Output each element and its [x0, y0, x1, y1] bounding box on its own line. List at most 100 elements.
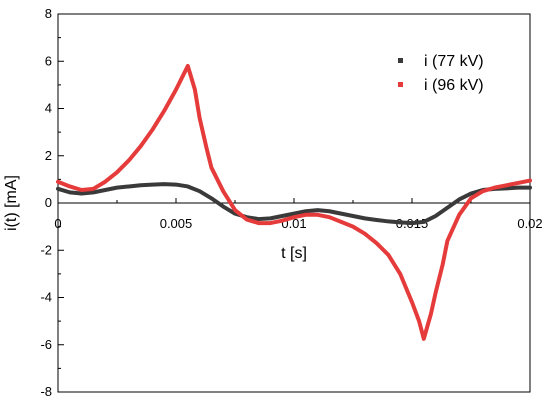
- series-0-point-19: [280, 214, 284, 218]
- series-1-point-5: [115, 170, 119, 174]
- legend-label-77kv: i (77 kV): [424, 53, 484, 70]
- series-0-point-11: [186, 184, 190, 189]
- series-1-point-3: [91, 187, 95, 191]
- series-1-point-12: [186, 64, 190, 68]
- x-tick-label-4: 0.02: [517, 216, 542, 231]
- series-0-point-40: [528, 186, 532, 190]
- series-1-point-2: [80, 188, 84, 192]
- series-1-point-35: [422, 337, 426, 341]
- x-axis-title: t [s]: [281, 245, 307, 262]
- series-0-point-24: [339, 212, 343, 216]
- series-0-point-31: [422, 220, 426, 224]
- series-0-point-21: [304, 209, 308, 213]
- series-1-point-9: [162, 109, 166, 113]
- legend-label-96kv: i (96 kV): [424, 77, 484, 94]
- series-1-point-39: [445, 239, 449, 243]
- series-0-point-9: [162, 182, 166, 186]
- series-1-point-15: [205, 147, 209, 151]
- series-0-point-27: [375, 218, 379, 222]
- series-1-point-19: [245, 217, 249, 222]
- series-0-point-14: [221, 204, 225, 209]
- series-1-point-20: [257, 221, 261, 225]
- series-1-point-11: [181, 73, 185, 78]
- series-1-point-18: [233, 208, 237, 212]
- series-layer: [56, 63, 532, 341]
- series-0-point-8: [150, 182, 154, 187]
- series-0-point-12: [198, 189, 202, 193]
- y-tick-label-1: -6: [40, 337, 52, 352]
- series-1-point-37: [434, 291, 438, 295]
- y-tick-label-3: -2: [40, 242, 52, 257]
- series-0-point-17: [257, 217, 261, 221]
- legend: i (77 kV) i (96 kV): [398, 53, 484, 94]
- x-tick-label-0: 0: [54, 216, 61, 231]
- series-0-point-3: [91, 190, 95, 194]
- series-1-point-10: [174, 88, 178, 92]
- y-tick-label-4: 0: [45, 195, 52, 210]
- series-1-point-16: [209, 165, 213, 170]
- series-0-point-7: [139, 183, 143, 187]
- series-0-point-6: [127, 184, 131, 189]
- series-1-point-32: [398, 272, 402, 276]
- y-tick-label-0: -8: [40, 384, 52, 399]
- y-tick-label-2: -4: [40, 290, 52, 305]
- y-tick-label-6: 4: [45, 101, 52, 116]
- series-1-point-13: [193, 88, 197, 92]
- series-1-point-44: [504, 183, 508, 187]
- series-1-point-42: [481, 189, 485, 193]
- series-1-point-46: [528, 178, 532, 183]
- y-tick-label-7: 6: [45, 53, 52, 68]
- series-1-point-24: [304, 213, 308, 217]
- series-1-point-7: [139, 144, 143, 148]
- series-0-point-23: [327, 209, 331, 213]
- series-1-point-43: [493, 186, 497, 190]
- legend-marker-77kv: [398, 58, 403, 63]
- series-1-point-17: [221, 189, 225, 193]
- series-1-point-21: [268, 221, 272, 225]
- series-0-point-30: [410, 221, 414, 225]
- series-1-point-25: [316, 213, 320, 217]
- series-1-point-33: [410, 300, 414, 304]
- series-1-point-23: [292, 215, 296, 219]
- legend-marker-96kv: [398, 82, 403, 87]
- series-1-point-36: [429, 312, 433, 316]
- series-0-point-0: [56, 187, 60, 191]
- series-0-point-39: [516, 186, 520, 190]
- series-1-point-45: [516, 181, 520, 185]
- series-0-point-5: [115, 186, 119, 190]
- series-1-point-8: [150, 128, 154, 132]
- x-tick-label-1: 0.005: [160, 216, 193, 231]
- y-tick-label-8: 8: [45, 6, 52, 21]
- series-0-point-34: [457, 197, 461, 202]
- series-1-point-1: [68, 184, 72, 189]
- series-0-point-32: [434, 214, 438, 218]
- series-1-point-38: [441, 262, 445, 267]
- series-0-point-28: [386, 219, 390, 224]
- series-0-point-4: [103, 188, 107, 192]
- y-axis-title: i(t) [mA]: [3, 175, 20, 231]
- series-0-point-18: [268, 216, 272, 220]
- y-tick-label-5: 2: [45, 148, 52, 163]
- series-0-point-33: [445, 206, 449, 210]
- series-0-point-25: [351, 214, 355, 218]
- series-0-point-1: [68, 190, 72, 194]
- series-1-point-26: [327, 215, 331, 219]
- series-0-point-20: [292, 212, 296, 216]
- series-0-point-22: [316, 208, 320, 212]
- series-0-point-2: [80, 191, 84, 196]
- series-1-point-41: [469, 196, 473, 200]
- series-1-point-40: [457, 213, 461, 217]
- series-1-point-29: [363, 232, 367, 236]
- series-1-point-31: [386, 253, 390, 257]
- series-1-point-34: [417, 319, 421, 323]
- series-0-point-29: [398, 220, 402, 224]
- series-1-point-4: [103, 180, 107, 184]
- series-1-point-28: [351, 225, 355, 229]
- series-0-point-10: [174, 182, 178, 187]
- series-1-point-27: [339, 220, 343, 224]
- series-1-point-22: [280, 219, 284, 223]
- series-0-point-26: [363, 216, 367, 220]
- series-0-point-35: [469, 191, 473, 196]
- series-0-point-13: [209, 196, 213, 200]
